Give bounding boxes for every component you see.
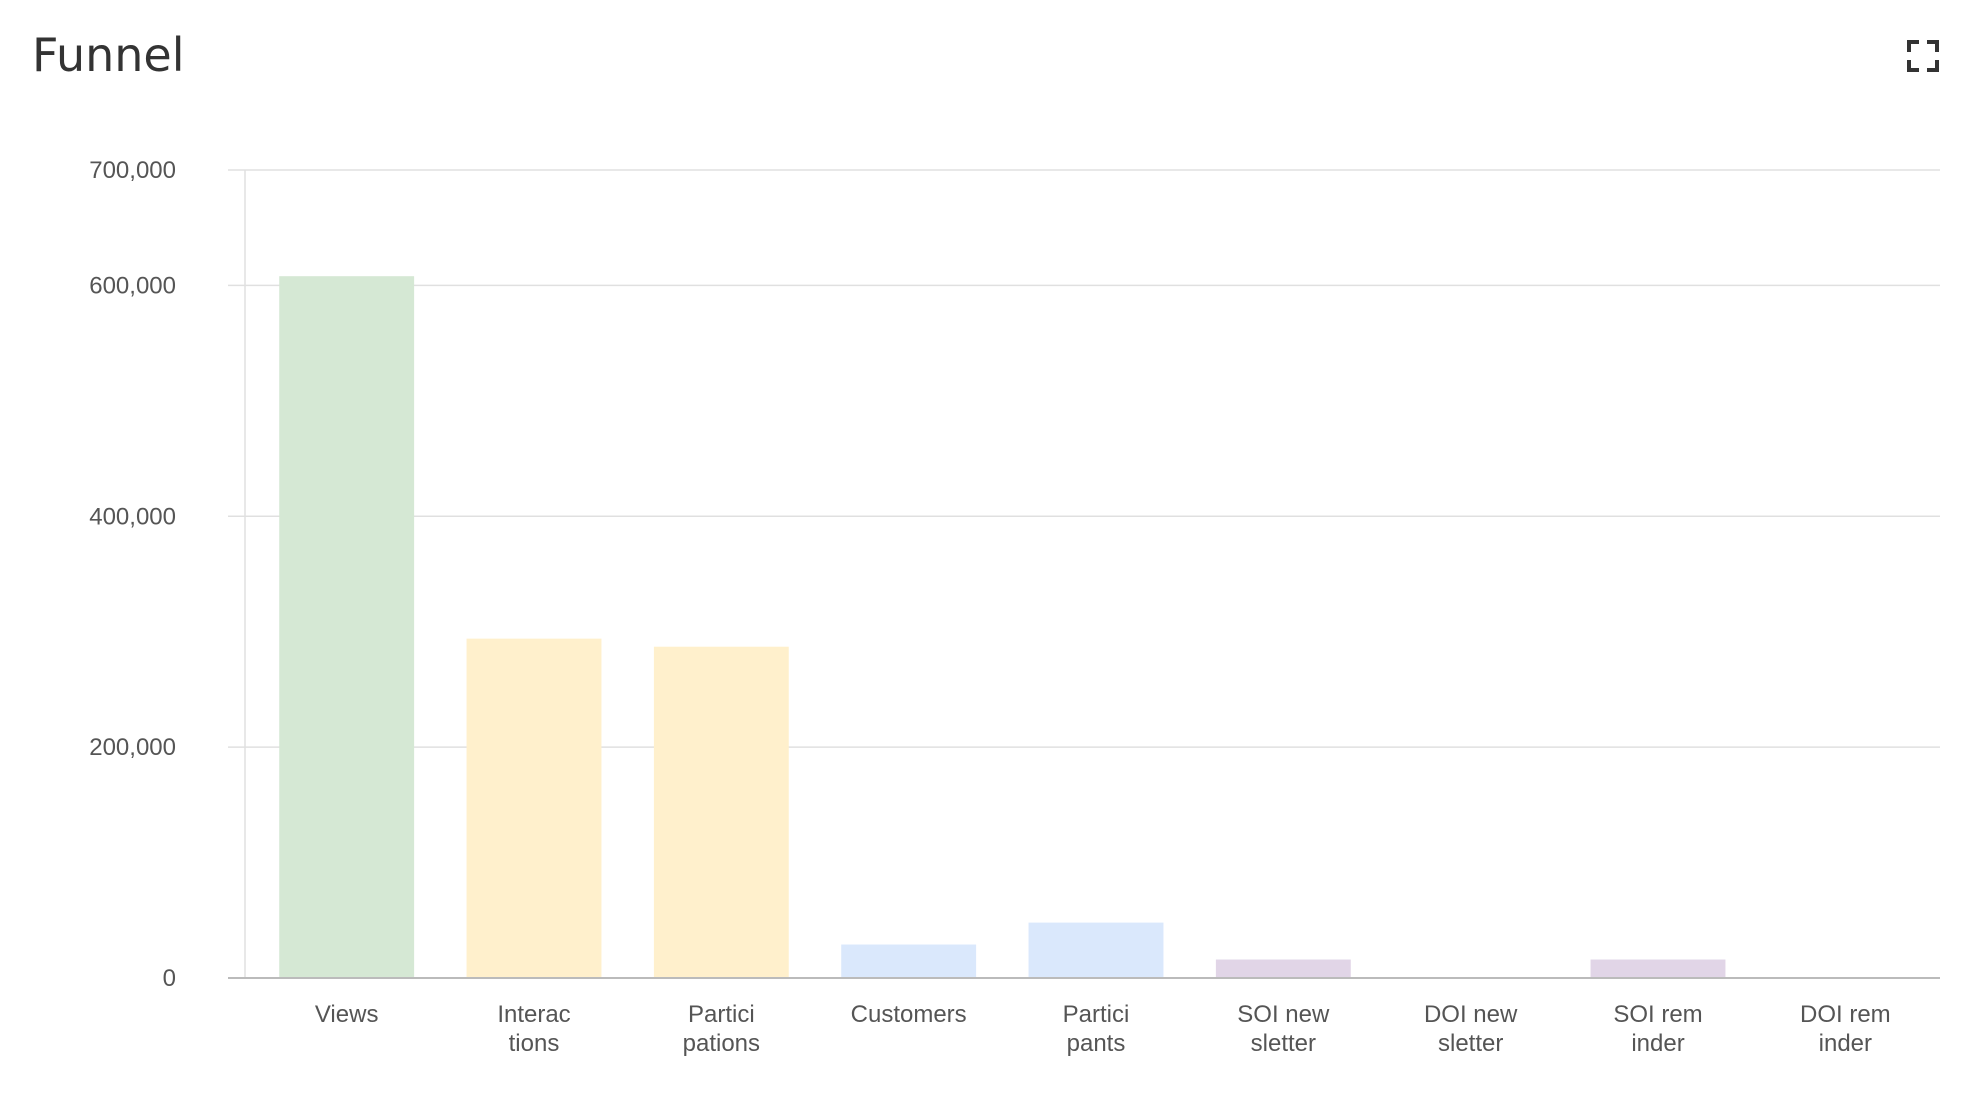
y-tick-label: 700,000 — [89, 157, 176, 184]
bar[interactable] — [841, 944, 977, 978]
x-tick-label: pants — [1067, 1030, 1126, 1057]
x-tick-label: DOI rem — [1800, 1001, 1891, 1028]
bar[interactable] — [653, 646, 789, 978]
x-tick-label: tions — [509, 1030, 560, 1057]
bar[interactable] — [1215, 959, 1351, 978]
bar[interactable] — [1028, 922, 1164, 978]
bar[interactable] — [1590, 959, 1726, 978]
x-tick-label: Interac — [497, 1001, 570, 1028]
x-tick-label: Customers — [851, 1001, 967, 1028]
chart-title: Funnel — [32, 28, 185, 82]
x-tick-label: Partici — [688, 1001, 755, 1028]
x-tick-label: pations — [683, 1030, 760, 1057]
x-tick-label: SOI rem — [1613, 1001, 1702, 1028]
x-tick-label: SOI new — [1237, 1001, 1330, 1028]
x-tick-label: sletter — [1438, 1030, 1503, 1057]
fullscreen-expand-icon[interactable] — [1905, 38, 1941, 74]
x-tick-label: Views — [315, 1001, 379, 1028]
x-tick-label: sletter — [1251, 1030, 1316, 1057]
y-tick-label: 200,000 — [89, 734, 176, 761]
x-tick-label: inder — [1819, 1030, 1872, 1057]
x-tick-label: Partici — [1063, 1001, 1130, 1028]
bar[interactable] — [279, 276, 415, 978]
y-tick-label: 400,000 — [89, 503, 176, 530]
y-tick-label: 600,000 — [89, 272, 176, 299]
x-tick-label: inder — [1631, 1030, 1684, 1057]
x-tick-label: DOI new — [1424, 1001, 1518, 1028]
bar[interactable] — [466, 638, 602, 978]
y-tick-label: 0 — [163, 965, 176, 992]
